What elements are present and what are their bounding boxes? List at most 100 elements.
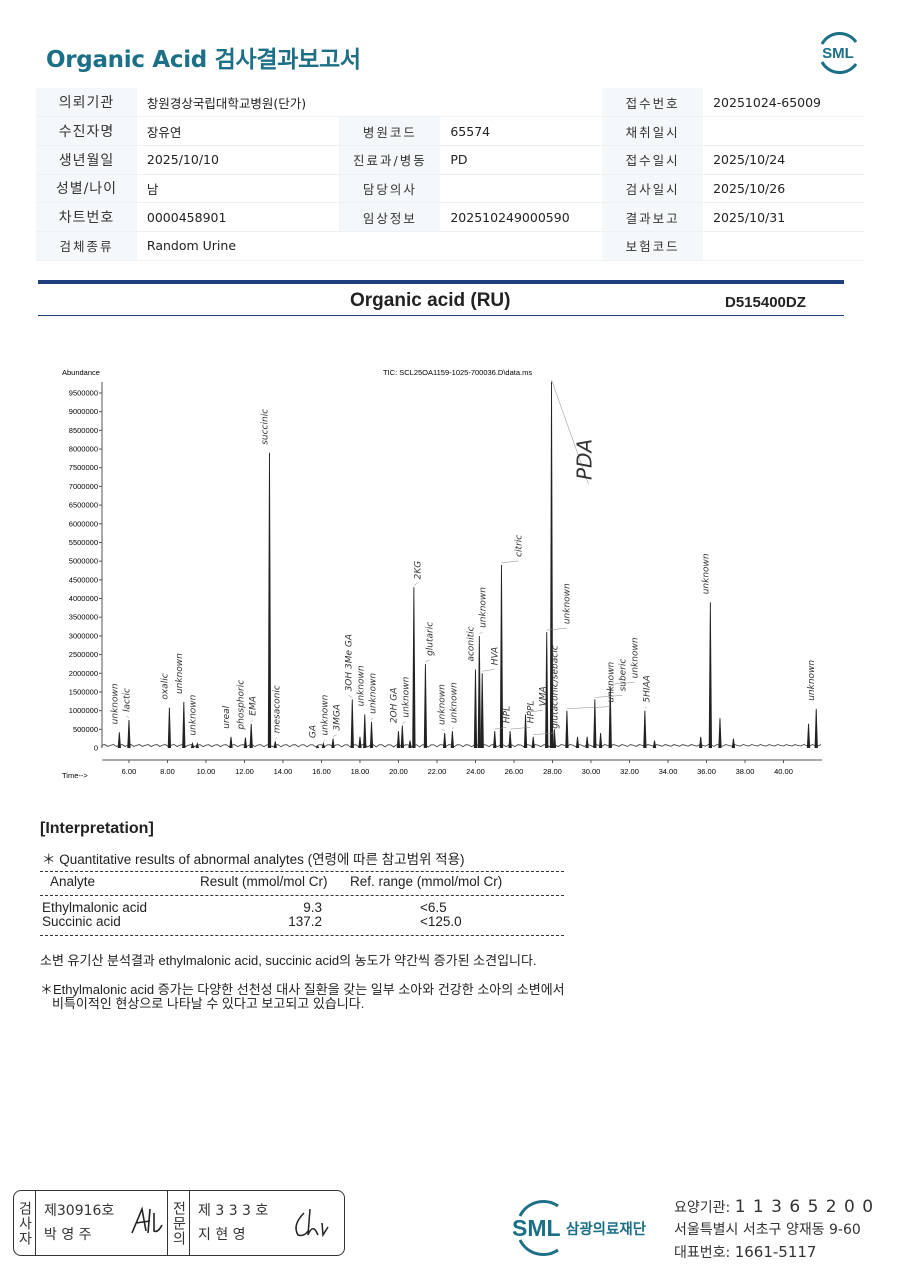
- x-tick-label: 30.00: [582, 767, 601, 776]
- info-row: 의뢰기관 창원경상국립대학교병원(단가) 접수번호 20251024-65009: [36, 88, 864, 118]
- phone: 1661-5117: [734, 1243, 817, 1261]
- info-label: 생년월일: [36, 145, 137, 175]
- peak: [195, 741, 199, 749]
- tester-license: 제30916호: [44, 1203, 115, 1219]
- info-value: [703, 116, 864, 146]
- phone-label: 대표번호:: [674, 1245, 735, 1261]
- peak: [267, 452, 272, 749]
- label-leader: [479, 631, 483, 635]
- y-tick-label: 3000000: [69, 631, 98, 640]
- info-label: 보험코드: [602, 231, 704, 261]
- peak: [480, 673, 484, 749]
- x-tick-label: 34.00: [659, 767, 678, 776]
- peak: [598, 733, 603, 749]
- result: 9.3: [303, 900, 322, 915]
- info-label: 결과보고: [602, 202, 704, 232]
- summary: 소변 유기산 분석결과 ethylmalonic acid, succinic …: [40, 953, 537, 968]
- label-leader: [323, 739, 325, 742]
- info-value: 20251024-65009: [703, 88, 864, 118]
- info-label: 성별/나이: [36, 174, 137, 204]
- x-tick-label: 10.00: [197, 767, 216, 776]
- doctor-role-cell: 전문의: [168, 1191, 190, 1255]
- ref-range: <6.5: [420, 900, 447, 915]
- y-tick-label: 3500000: [69, 613, 98, 622]
- peak: [806, 723, 811, 749]
- table-row: Ethylmalonic acid 9.3 <6.5: [40, 901, 570, 915]
- chromatogram: Abundance TIC: SCL25OA1159-1025-700036.D…: [62, 368, 822, 780]
- peak-label: unknown: [562, 583, 572, 624]
- doctor-signature: [295, 1208, 329, 1238]
- info-value: 0000458901: [136, 202, 340, 232]
- report-code: D515400DZ: [725, 294, 806, 311]
- info-label: 접수일시: [602, 145, 704, 175]
- peak: [450, 731, 455, 749]
- peak: [523, 714, 528, 749]
- peak: [243, 737, 248, 749]
- peak-label: VMA: [538, 686, 548, 706]
- peak: [316, 745, 320, 749]
- org-name: 삼광의료재단: [566, 1220, 647, 1238]
- peak: [643, 710, 647, 749]
- x-tick-label: 8.00: [160, 767, 175, 776]
- x-tick-label: 14.00: [274, 767, 293, 776]
- peak-label: succinic: [260, 409, 270, 445]
- label-leader: [441, 728, 445, 732]
- peak-label: unknown: [449, 682, 459, 723]
- peak-label: unknown: [369, 673, 379, 714]
- y-tick-label: 4500000: [69, 575, 98, 584]
- label-leader: [332, 734, 337, 737]
- tester-role: 검사자: [16, 1200, 33, 1246]
- peak: [350, 699, 354, 749]
- peak: [358, 736, 362, 749]
- info-value: 2025/10/24: [703, 145, 864, 175]
- org-logo: SML 삼광의료재단: [512, 1199, 647, 1257]
- peak-label: HVA: [490, 647, 500, 665]
- peak: [182, 702, 186, 749]
- y-tick-label: 5000000: [69, 557, 98, 566]
- peak: [585, 736, 589, 749]
- peak-label: glutaconic/sebacic: [550, 645, 560, 729]
- svg-text:SML: SML: [822, 45, 854, 62]
- interpretation: [Interpretation] ＊ Quantitative results …: [40, 820, 570, 1011]
- info-label: 의뢰기관: [36, 88, 137, 118]
- page-title: Organic Acid 검사결과보고서: [46, 47, 361, 73]
- x-tick-label: 18.00: [351, 767, 370, 776]
- label-leader: [482, 669, 495, 672]
- peak-label: unknown: [175, 653, 185, 694]
- patient-info-table: 의뢰기관 창원경상국립대학교병원(단가) 접수번호 20251024-65009 수진자…: [36, 88, 864, 261]
- peak-label: EMA: [248, 696, 258, 716]
- label-leader: [371, 717, 373, 720]
- peak: [400, 725, 404, 749]
- peak: [652, 740, 657, 749]
- label-leader: [610, 682, 635, 685]
- label-leader: [402, 721, 406, 724]
- label-leader: [525, 710, 543, 713]
- info-value: Random Urine: [136, 231, 603, 261]
- peak-label: mesaconic: [272, 685, 282, 733]
- info-label: 수진자명: [36, 116, 137, 146]
- interpretation-heading: [Interpretation]: [40, 820, 154, 837]
- interpretation-subtitle: ＊ Quantitative results of abnormal analy…: [42, 852, 465, 867]
- y-tick-label: 9500000: [69, 389, 98, 398]
- peak-label: glutaric: [425, 622, 435, 656]
- peak-label: 5HIAA: [642, 675, 652, 702]
- y-axis-label: Abundance: [62, 368, 100, 377]
- peak: [127, 719, 131, 749]
- info-label: 검체종류: [36, 231, 137, 261]
- peak-label: GA: [309, 725, 319, 738]
- peak-label: 3OH 3Me GA: [345, 634, 355, 691]
- x-tick-label: 32.00: [620, 767, 639, 776]
- y-tick-label: 2500000: [69, 650, 98, 659]
- info-label: 담당의사: [339, 174, 441, 204]
- y-tick-label: 9000000: [69, 407, 98, 416]
- peak: [545, 632, 549, 749]
- x-tick-label: 36.00: [697, 767, 716, 776]
- x-tick-label: 28.00: [543, 767, 562, 776]
- peak-label: 2OH GA: [389, 688, 399, 724]
- peak: [575, 736, 580, 749]
- label-leader: [275, 737, 277, 740]
- label-leader: [452, 727, 454, 730]
- peak: [117, 732, 121, 749]
- note: 비특이적인 현상으로 나타날 수 있다고 보고되고 있습니다.: [52, 996, 365, 1011]
- org-contact: 요양기관: 1 1 3 6 5 2 0 0 서울특별시 서초구 양재동 9-60…: [674, 1196, 874, 1264]
